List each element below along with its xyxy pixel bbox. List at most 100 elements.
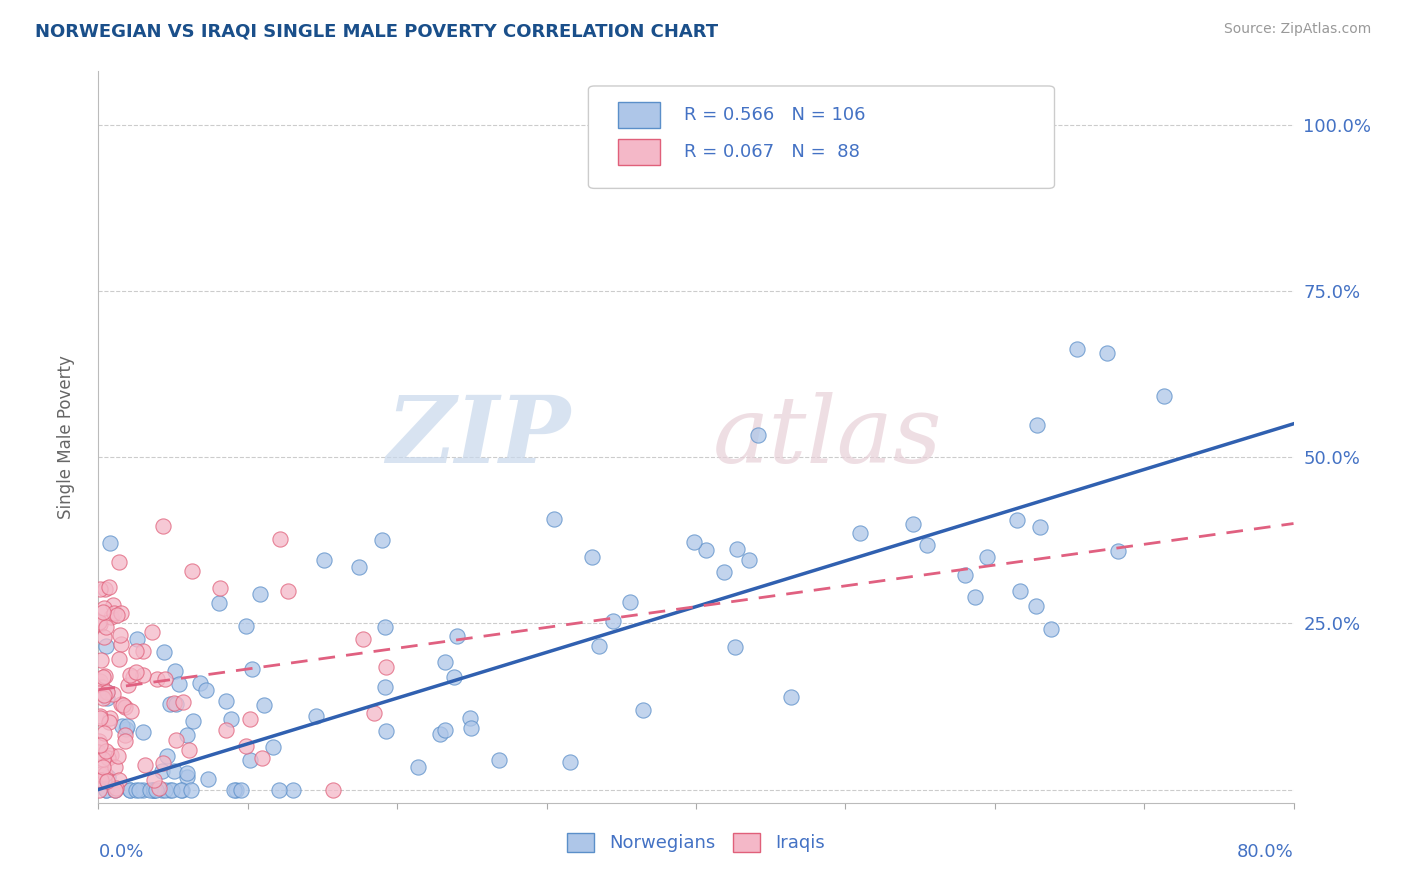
Point <box>588 640 610 654</box>
Point <box>849 525 872 540</box>
Point <box>87 782 110 797</box>
Point <box>159 782 181 797</box>
Point <box>197 772 219 786</box>
Point <box>159 698 181 712</box>
Point <box>188 675 211 690</box>
Point <box>110 637 132 651</box>
Point <box>143 772 166 787</box>
Point <box>269 782 291 797</box>
Point <box>114 699 136 714</box>
Point <box>96 685 118 699</box>
Point <box>374 680 396 694</box>
Point <box>153 673 176 687</box>
Point <box>429 727 451 741</box>
Point <box>215 723 238 738</box>
Point <box>235 619 257 633</box>
FancyBboxPatch shape <box>619 103 661 128</box>
Text: 0.0%: 0.0% <box>98 843 143 861</box>
Point <box>153 782 176 797</box>
Point <box>112 698 135 712</box>
Point <box>176 766 198 780</box>
Point <box>114 722 136 736</box>
Point <box>91 670 114 684</box>
Point <box>1153 389 1175 403</box>
Point <box>165 697 187 711</box>
Text: 80.0%: 80.0% <box>1237 843 1294 861</box>
Y-axis label: Single Male Poverty: Single Male Poverty <box>56 355 75 519</box>
Point <box>917 538 939 552</box>
Point <box>142 782 165 797</box>
Point <box>363 706 385 721</box>
Point <box>434 723 457 738</box>
Point <box>111 719 134 733</box>
Point <box>543 511 565 525</box>
Point <box>239 712 262 726</box>
Point <box>1008 583 1031 598</box>
Point <box>96 620 118 634</box>
Point <box>87 745 110 759</box>
Point <box>229 782 252 797</box>
Point <box>955 568 977 582</box>
Point <box>94 782 117 797</box>
Point <box>98 580 121 594</box>
Point <box>443 671 465 685</box>
Point <box>104 760 127 774</box>
Point <box>87 734 110 748</box>
Point <box>150 764 173 779</box>
Point <box>215 694 238 708</box>
Text: atlas: atlas <box>713 392 942 482</box>
Point <box>108 628 131 642</box>
Point <box>239 753 262 767</box>
Point <box>101 687 124 701</box>
Point <box>87 686 110 700</box>
Point <box>107 749 129 764</box>
Point <box>208 596 231 610</box>
Point <box>141 625 163 640</box>
Point <box>262 739 284 754</box>
Point <box>110 697 132 711</box>
Point <box>176 770 198 784</box>
Point <box>128 782 150 797</box>
Point <box>312 552 335 566</box>
Point <box>98 714 121 729</box>
Point <box>114 727 136 741</box>
Text: Source: ZipAtlas.com: Source: ZipAtlas.com <box>1223 22 1371 37</box>
Point <box>1005 513 1028 527</box>
Point <box>94 669 117 683</box>
Point <box>1029 520 1052 534</box>
Point <box>1066 343 1088 357</box>
Point <box>172 695 194 709</box>
Point <box>724 640 747 655</box>
Point <box>94 582 117 597</box>
Point <box>965 591 987 605</box>
Point <box>434 655 457 669</box>
Point <box>180 565 202 579</box>
Point <box>89 738 111 752</box>
Point <box>1025 599 1047 614</box>
Point <box>219 712 242 726</box>
Point <box>779 690 801 704</box>
Point <box>132 782 155 797</box>
Point <box>160 782 183 797</box>
Point <box>89 708 111 723</box>
Point <box>738 552 761 566</box>
Point <box>91 680 114 694</box>
Point <box>408 759 430 773</box>
Point <box>101 599 124 613</box>
Point <box>89 673 111 688</box>
Point <box>153 645 176 659</box>
Point <box>90 772 112 787</box>
Point <box>165 733 187 747</box>
Point <box>97 751 120 765</box>
Point <box>281 782 304 797</box>
Point <box>124 644 146 658</box>
Point <box>305 709 328 723</box>
Point <box>134 758 156 772</box>
Point <box>108 772 131 787</box>
Point <box>143 782 166 797</box>
Point <box>156 749 179 764</box>
Legend: Norwegians, Iraqis: Norwegians, Iraqis <box>560 826 832 860</box>
Point <box>277 583 299 598</box>
Point <box>142 782 165 797</box>
Point <box>713 565 735 579</box>
